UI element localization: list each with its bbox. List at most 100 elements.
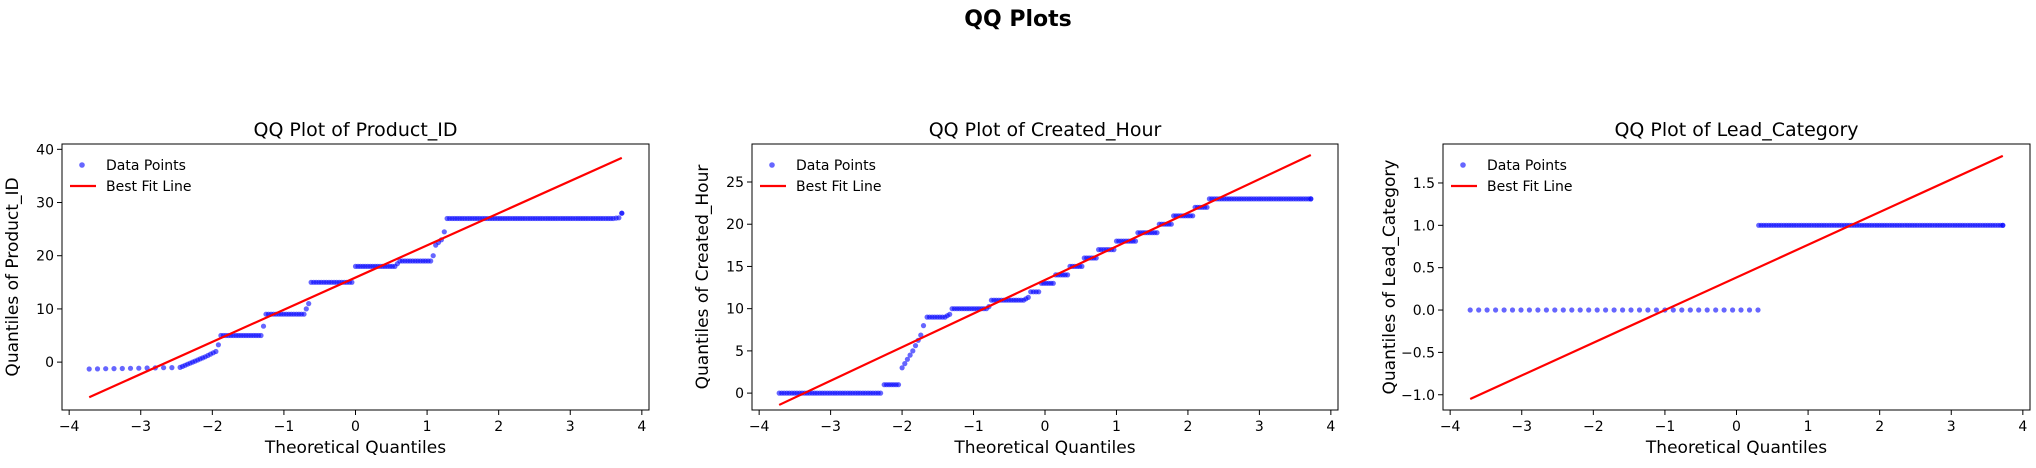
y-tick-label: 0	[45, 355, 54, 371]
x-tick-label: 4	[1326, 419, 1335, 435]
data-point	[1603, 307, 1609, 313]
y-tick-label: 0.0	[1413, 303, 1435, 319]
data-point	[213, 348, 219, 355]
figure-title: QQ Plots	[964, 7, 1071, 32]
x-tick-label: −3	[1511, 419, 1532, 435]
x-axis-label: Theoretical Quantiles	[1645, 438, 1827, 458]
data-point	[349, 279, 355, 285]
data-point	[904, 356, 911, 362]
panel-title: QQ Plot of Product_ID	[253, 119, 457, 141]
x-tick-label: −2	[202, 419, 223, 435]
data-point	[144, 365, 150, 371]
data-point	[912, 343, 919, 349]
data-point	[1577, 307, 1583, 313]
data-point	[899, 365, 905, 371]
y-tick-label: −0.5	[1401, 345, 1435, 361]
legend: Data Points Best Fit Line	[1451, 158, 1573, 195]
data-point	[301, 311, 307, 317]
y-tick-label: 5	[735, 344, 744, 360]
data-point	[1611, 307, 1617, 313]
x-axis-label: Theoretical Quantiles	[264, 438, 446, 458]
data-point	[918, 332, 924, 338]
data-point	[136, 365, 142, 371]
y-axis-label: Quantiles of Product_ID	[3, 177, 23, 376]
data-point	[1509, 307, 1516, 313]
x-tick-label: 4	[2018, 419, 2027, 435]
x-tick-label: 1	[1112, 419, 1121, 435]
data-point	[127, 365, 134, 371]
data-point	[103, 366, 109, 372]
y-tick-label: 20	[726, 217, 744, 233]
panel-title: QQ Plot of Created_Hour	[929, 119, 1162, 141]
data-point	[86, 366, 92, 372]
data-point	[1696, 307, 1702, 313]
data-point	[910, 348, 916, 354]
qq-panel-2: QQ Plot of Created_Hour −4 −3 −2 −1 0 1 2 3 4 0 5 10…	[693, 119, 1339, 458]
y-tick-label: 1.0	[1413, 218, 1435, 234]
data-point	[1132, 238, 1139, 244]
legend-label-line: Best Fit Line	[1487, 179, 1573, 195]
qq-panel-1: QQ Plot of Product_ID−4 −3 −2 −1 0 1 2 3 4010203…	[3, 119, 650, 458]
data-point	[1594, 307, 1600, 313]
x-tick-label: −4	[59, 419, 80, 435]
data-point	[1484, 307, 1490, 313]
data-point	[258, 332, 264, 339]
y-tick-label: 20	[36, 249, 54, 265]
data-points	[776, 196, 1314, 396]
y-tick-label: 0	[735, 386, 744, 402]
data-point	[1526, 307, 1532, 313]
best-fit-line	[1469, 154, 2004, 400]
data-point	[1079, 263, 1085, 269]
y-tick-label: 10	[36, 302, 54, 318]
data-point	[1670, 307, 1676, 313]
y-tick-label: 15	[726, 259, 744, 275]
data-point	[1065, 272, 1071, 278]
legend-label-points: Data Points	[106, 158, 186, 174]
data-point	[1755, 307, 1761, 313]
x-tick-label: 2	[494, 419, 503, 435]
data-point	[1620, 307, 1626, 313]
data-point	[1050, 280, 1056, 286]
data-point	[1535, 307, 1541, 313]
data-point	[215, 342, 221, 348]
x-tick-label: −2	[892, 419, 913, 435]
data-point	[161, 365, 167, 371]
x-tick-label: −1	[1655, 419, 1676, 435]
x-tick-label: 0	[1041, 419, 1050, 435]
data-point	[303, 306, 309, 312]
data-point	[1560, 307, 1566, 313]
x-tick-label: −4	[1440, 419, 1461, 435]
data-point	[878, 390, 884, 396]
data-point	[169, 365, 175, 371]
x-tick-label: 3	[566, 419, 575, 435]
data-point	[1569, 307, 1575, 313]
data-point	[1190, 213, 1196, 219]
data-point	[1154, 230, 1160, 236]
legend: Data Points Best Fit Line	[70, 158, 192, 195]
data-point	[920, 323, 927, 329]
panel-title: QQ Plot of Lead_Category	[1614, 119, 1858, 141]
data-point	[306, 301, 312, 307]
data-point	[260, 323, 267, 329]
legend-marker-points	[769, 162, 775, 168]
y-axis-label: Quantiles of Lead_Category	[1380, 160, 1400, 395]
data-point	[430, 253, 436, 259]
data-point	[1493, 307, 1499, 313]
y-tick-label: 1.5	[1413, 176, 1435, 192]
data-point	[619, 210, 625, 216]
y-tick-label: 10	[726, 302, 744, 318]
x-tick-label: −1	[963, 419, 984, 435]
y-tick-label: 40	[36, 142, 54, 158]
qq-panel-3: QQ Plot of Lead_Category −4 −3 −2 −1 0 1 2 3 4 −1.…	[1380, 119, 2031, 458]
x-tick-label: 4	[637, 419, 646, 435]
data-point	[441, 229, 447, 235]
y-tick-label: 30	[36, 196, 54, 212]
data-point	[1721, 307, 1727, 313]
data-point	[1501, 307, 1507, 313]
data-point	[1308, 196, 1314, 202]
data-point	[902, 361, 908, 367]
data-point	[1636, 307, 1643, 313]
data-point	[1679, 307, 1685, 313]
data-point	[119, 365, 125, 372]
